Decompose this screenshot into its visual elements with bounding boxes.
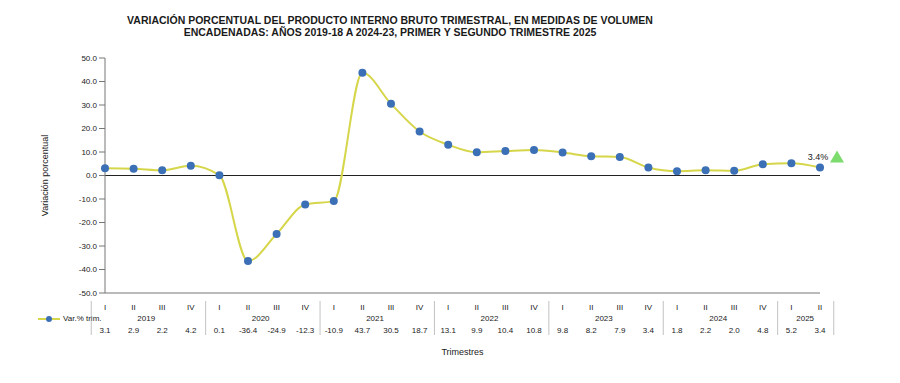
svg-text:0.1: 0.1: [214, 326, 226, 335]
svg-text:2.9: 2.9: [128, 326, 140, 335]
svg-text:IV: IV: [759, 303, 767, 312]
svg-text:9.9: 9.9: [471, 326, 483, 335]
svg-text:2023: 2023: [595, 314, 613, 323]
svg-text:-36.4: -36.4: [239, 326, 258, 335]
svg-text:-30.0: -30.0: [79, 242, 98, 251]
svg-text:Variación porcentual: Variación porcentual: [40, 135, 50, 216]
svg-text:III: III: [502, 303, 509, 312]
svg-text:II: II: [246, 303, 250, 312]
svg-text:2.0: 2.0: [729, 326, 741, 335]
svg-text:2022: 2022: [481, 314, 499, 323]
svg-text:2.2: 2.2: [157, 326, 169, 335]
svg-text:I: I: [104, 303, 106, 312]
svg-text:III: III: [388, 303, 395, 312]
svg-text:III: III: [731, 303, 738, 312]
svg-text:8.2: 8.2: [586, 326, 598, 335]
svg-text:10.4: 10.4: [498, 326, 514, 335]
svg-text:18.7: 18.7: [412, 326, 428, 335]
svg-text:I: I: [676, 303, 678, 312]
svg-text:1.8: 1.8: [671, 326, 683, 335]
svg-text:40.0: 40.0: [81, 77, 97, 86]
svg-text:3.4: 3.4: [814, 326, 826, 335]
svg-text:30.0: 30.0: [81, 101, 97, 110]
svg-text:3.1: 3.1: [99, 326, 111, 335]
svg-text:2024: 2024: [709, 314, 727, 323]
svg-text:II: II: [703, 303, 707, 312]
svg-text:-12.3: -12.3: [296, 326, 315, 335]
svg-text:20.0: 20.0: [81, 124, 97, 133]
html-text:VARIACIÓN PORCENTUAL DEL PRODU: VARIACIÓN PORCENTUAL DEL PRODUCTO INTERN…: [127, 14, 653, 38]
svg-text:5.2: 5.2: [786, 326, 798, 335]
svg-text:II: II: [360, 303, 364, 312]
svg-text:IV: IV: [301, 303, 309, 312]
svg-text:2.2: 2.2: [700, 326, 712, 335]
svg-text:I: I: [218, 303, 220, 312]
svg-text:10.8: 10.8: [526, 326, 542, 335]
svg-text:4.8: 4.8: [757, 326, 769, 335]
svg-text:7.9: 7.9: [614, 326, 626, 335]
svg-text:2021: 2021: [366, 314, 384, 323]
svg-text:13.1: 13.1: [440, 326, 456, 335]
svg-text:II: II: [475, 303, 479, 312]
svg-text:9.8: 9.8: [557, 326, 569, 335]
svg-text:I: I: [561, 303, 563, 312]
svg-text:I: I: [447, 303, 449, 312]
svg-text:IV: IV: [530, 303, 538, 312]
svg-text:Trimestres: Trimestres: [441, 347, 484, 357]
svg-text:II: II: [131, 303, 135, 312]
svg-text:3.4%: 3.4%: [808, 152, 829, 162]
svg-text:IV: IV: [645, 303, 653, 312]
svg-text:IV: IV: [187, 303, 195, 312]
svg-text:-20.0: -20.0: [79, 218, 98, 227]
svg-text:2025: 2025: [796, 314, 814, 323]
svg-text:30.5: 30.5: [383, 326, 399, 335]
svg-text:3.4: 3.4: [643, 326, 655, 335]
svg-text:10.0: 10.0: [81, 148, 97, 157]
svg-text:4.2: 4.2: [185, 326, 197, 335]
svg-text:I: I: [790, 303, 792, 312]
svg-text:43.7: 43.7: [355, 326, 371, 335]
svg-text:II: II: [589, 303, 593, 312]
svg-text:-10.9: -10.9: [325, 326, 344, 335]
svg-text:50.0: 50.0: [81, 54, 97, 63]
svg-text:2020: 2020: [252, 314, 270, 323]
svg-text:-24.9: -24.9: [267, 326, 286, 335]
svg-text:-40.0: -40.0: [79, 265, 98, 274]
svg-text:I: I: [333, 303, 335, 312]
html-text:Var.% trim.: Var.% trim.: [63, 314, 102, 323]
svg-text:III: III: [159, 303, 166, 312]
svg-text:IV: IV: [416, 303, 424, 312]
svg-text:2019: 2019: [137, 314, 155, 323]
svg-text:-50.0: -50.0: [79, 289, 98, 298]
svg-text:II: II: [818, 303, 822, 312]
svg-text:III: III: [273, 303, 280, 312]
svg-text:-10.0: -10.0: [79, 195, 98, 204]
svg-text:0.0: 0.0: [86, 171, 98, 180]
svg-text:III: III: [616, 303, 623, 312]
